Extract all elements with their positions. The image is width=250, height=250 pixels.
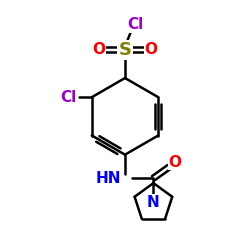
- Text: O: O: [92, 42, 106, 57]
- Text: S: S: [118, 40, 132, 58]
- Text: O: O: [168, 154, 181, 170]
- Text: O: O: [144, 42, 158, 57]
- Text: N: N: [147, 196, 160, 210]
- Text: HN: HN: [96, 171, 121, 186]
- Text: Cl: Cl: [127, 17, 143, 32]
- Text: Cl: Cl: [61, 90, 77, 105]
